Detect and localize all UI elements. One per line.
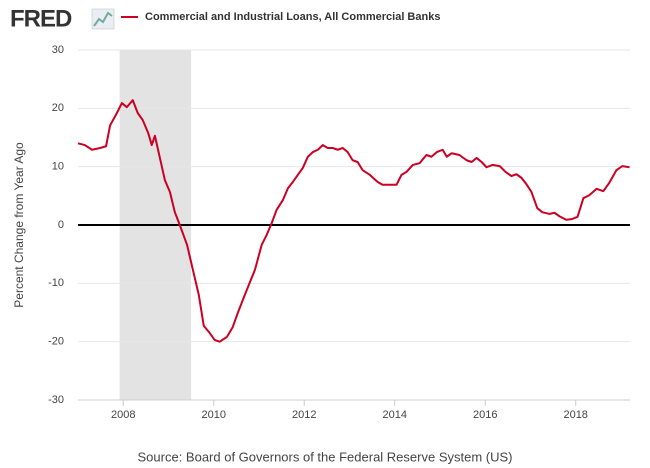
x-tick-label: 2018 <box>563 409 587 421</box>
y-tick-label: -30 <box>48 394 64 406</box>
y-tick-label: -20 <box>48 336 64 348</box>
x-tick-label: 2008 <box>111 409 135 421</box>
logo-icon <box>91 8 115 30</box>
series-line <box>77 99 630 343</box>
x-tick-label: 2014 <box>382 409 406 421</box>
y-tick-label: 10 <box>52 161 64 173</box>
legend-label: Commercial and Industrial Loans, All Com… <box>145 11 440 23</box>
y-tick-label: 20 <box>52 102 64 114</box>
y-axis-label: Percent Change from Year Ago <box>12 142 26 308</box>
x-tick-label: 2012 <box>292 409 316 421</box>
logo: FRED <box>10 5 72 32</box>
source: Source: Board of Governors of the Federa… <box>138 449 513 464</box>
x-tick-label: 2010 <box>201 409 225 421</box>
x-tick-label: 2016 <box>473 409 497 421</box>
y-tick-label: -10 <box>48 277 64 289</box>
y-tick-label: 30 <box>52 44 64 56</box>
y-tick-label: 0 <box>58 219 64 231</box>
